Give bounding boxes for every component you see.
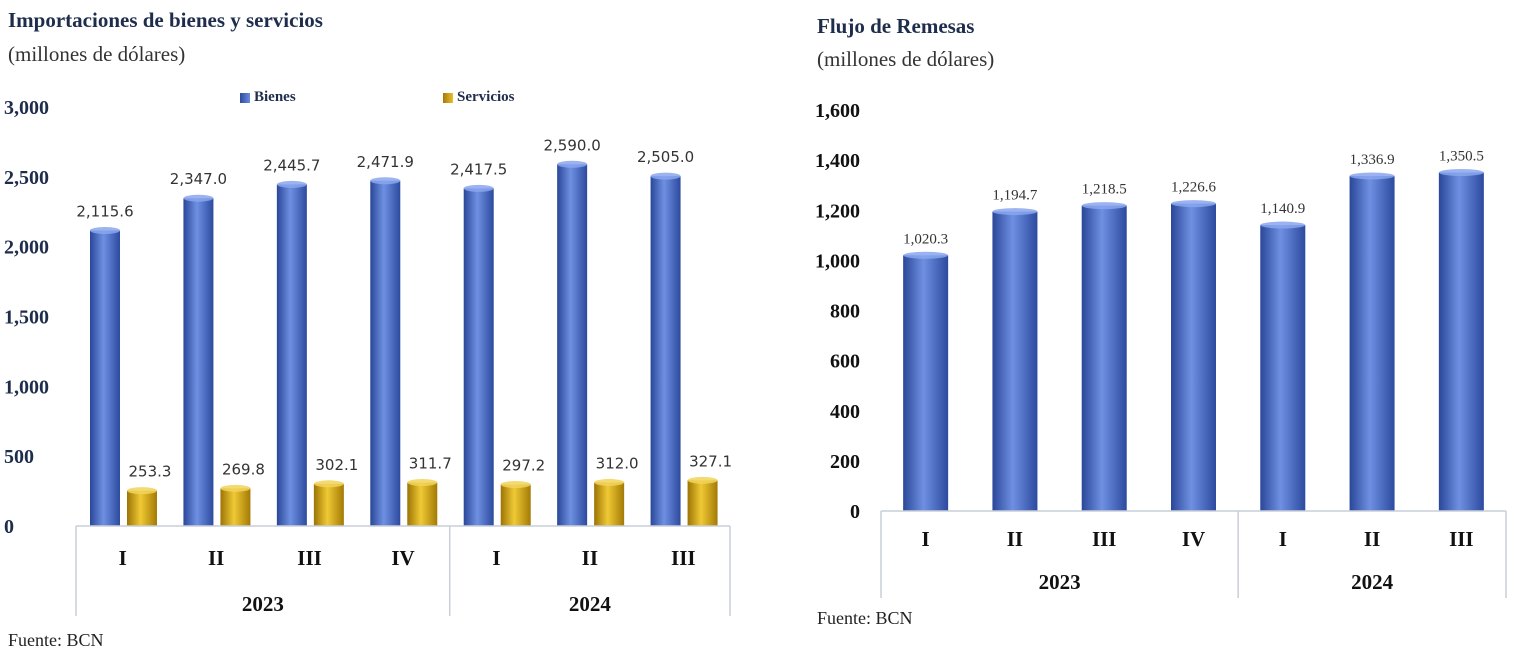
data-label: 1,336.9 (1350, 152, 1395, 168)
imports-chart-panel: Importaciones de bienes y servicios (mil… (4, 8, 732, 650)
data-label: 2,590.0 (544, 136, 601, 154)
data-label: 302.1 (315, 456, 358, 474)
y-tick-label: 400 (830, 401, 860, 423)
data-label: 327.1 (689, 452, 732, 470)
x-tick-label: I (492, 546, 500, 570)
data-label: 312.0 (596, 454, 639, 472)
data-label: 1,350.5 (1439, 149, 1484, 165)
x-group-label: 2023 (242, 592, 284, 616)
bar-servicios-3 (407, 482, 438, 526)
x-tick-label: II (582, 546, 598, 570)
y-tick-label: 1,400 (815, 150, 860, 172)
source-note: Fuente: BCN (8, 630, 104, 650)
legend-label-bienes: Bienes (254, 89, 296, 105)
data-label: 297.2 (502, 456, 545, 474)
x-tick-label: IV (1182, 527, 1205, 551)
data-label: 2,445.7 (263, 156, 320, 174)
bar-bienes-6 (650, 176, 681, 526)
bar-servicios-2 (313, 483, 344, 526)
bar-servicios-0 (127, 490, 157, 526)
y-tick-label: 1,000 (4, 376, 49, 398)
data-label: 311.7 (409, 454, 452, 472)
x-tick-label: III (1449, 527, 1474, 551)
bar-bienes-4 (463, 188, 494, 526)
y-tick-label: 1,200 (815, 200, 860, 222)
bar-remesas-3 (1171, 203, 1216, 511)
remittances-chart-panel: Flujo de Remesas (millones de dólares) 0… (800, 0, 1514, 656)
x-tick-label: I (922, 527, 930, 551)
legend-item-bienes: Bienes (240, 89, 296, 106)
data-label: 1,194.7 (992, 188, 1038, 204)
y-tick-label: 3,000 (4, 97, 49, 119)
data-label: 2,347.0 (170, 170, 227, 188)
x-tick-label: III (1092, 527, 1117, 551)
x-group-label: 2024 (569, 592, 612, 616)
bar-bienes-5 (557, 164, 588, 526)
bar-bienes-2 (276, 184, 307, 526)
source-note: Fuente: BCN (817, 608, 913, 628)
bar-servicios-1 (220, 488, 251, 526)
data-label: 1,020.3 (903, 231, 948, 247)
y-tick-label: 0 (4, 516, 14, 538)
x-tick-label: I (119, 546, 127, 570)
bar-remesas-5 (1349, 175, 1395, 511)
data-label: 269.8 (222, 460, 265, 478)
x-tick-label: II (1007, 527, 1023, 551)
legend-label-servicios: Servicios (457, 89, 515, 105)
imports-bar-chart: 0 500 1,000 1,500 2,000 2,500 3,000 2,115.6 2,34… (4, 97, 732, 616)
data-label: 253.3 (129, 463, 172, 481)
bar-remesas-6 (1438, 172, 1484, 511)
bar-remesas-0 (903, 255, 949, 511)
bar-servicios-6 (687, 480, 718, 526)
bar-bienes-3 (370, 180, 401, 526)
y-tick-label: 2,500 (4, 167, 49, 189)
x-group-label: 2023 (1039, 570, 1081, 594)
legend-swatch-bienes (240, 92, 250, 103)
bar-remesas-2 (1081, 205, 1127, 511)
legend-item-servicios: Servicios (443, 89, 515, 106)
x-tick-label: IV (391, 546, 414, 570)
bar-bienes-0 (90, 230, 120, 527)
chart-subtitle: (millones de dólares) (8, 42, 186, 66)
x-group-label: 2024 (1351, 570, 1394, 594)
y-tick-label: 0 (850, 501, 860, 523)
data-label: 2,115.6 (76, 203, 133, 221)
chart-title: Importaciones de bienes y servicios (8, 8, 323, 32)
bar-remesas-4 (1260, 225, 1306, 511)
data-label: 1,218.5 (1082, 182, 1127, 198)
bar-remesas-1 (992, 211, 1038, 511)
data-label: 2,417.5 (450, 160, 507, 178)
y-tick-label: 1,000 (815, 250, 860, 272)
y-tick-label: 1,600 (815, 100, 860, 122)
legend-swatch-servicios (443, 92, 453, 103)
y-tick-label: 600 (830, 351, 860, 373)
y-tick-label: 200 (830, 451, 860, 473)
x-tick-label: III (671, 546, 696, 570)
y-tick-label: 1,500 (4, 307, 49, 329)
x-tick-label: II (1364, 527, 1380, 551)
data-label: 2,471.9 (357, 153, 414, 171)
data-label: 2,505.0 (637, 148, 694, 166)
y-tick-label: 2,000 (4, 237, 49, 259)
bar-servicios-5 (594, 482, 625, 526)
x-tick-label: II (208, 546, 224, 570)
bar-bienes-1 (183, 198, 214, 526)
chart-title: Flujo de Remesas (817, 14, 975, 38)
bar-servicios-4 (500, 484, 531, 526)
y-tick-label: 800 (830, 301, 860, 323)
remittances-bar-chart: 0 200 400 600 800 1,000 1,200 1,400 1,600 1,020.3… (815, 100, 1507, 598)
chart-subtitle: (millones de dólares) (817, 47, 995, 71)
data-label: 1,226.6 (1171, 180, 1217, 196)
x-tick-label: I (1279, 527, 1287, 551)
x-tick-label: III (297, 546, 322, 570)
y-tick-label: 500 (4, 446, 34, 468)
data-label: 1,140.9 (1260, 201, 1305, 217)
